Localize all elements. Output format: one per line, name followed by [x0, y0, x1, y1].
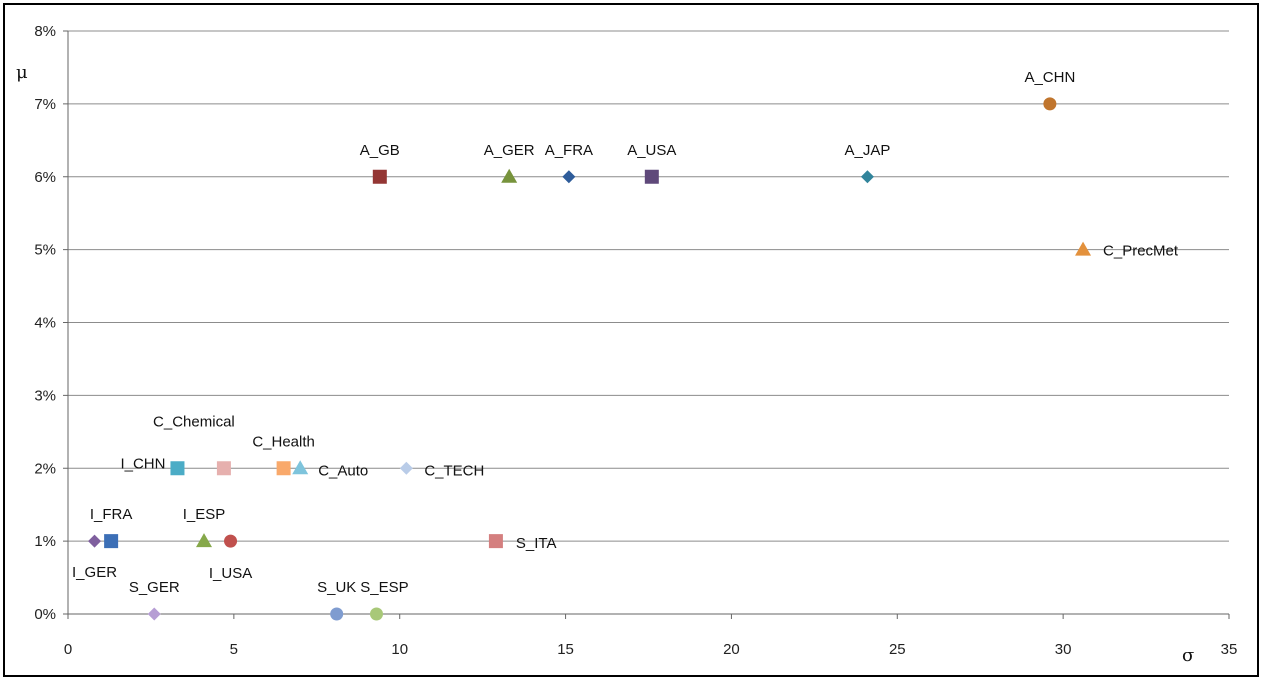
y-tick-labels: 0% 1% 2% 3% 4% 5% 6% 7% 8%	[34, 23, 56, 623]
point-i-esp	[196, 533, 213, 548]
label-c-precmet: C_PrecMet	[1103, 243, 1179, 260]
label-a-fra: A_FRA	[545, 142, 593, 159]
y-axis-title: μ	[16, 62, 28, 83]
axes	[63, 30, 1230, 619]
label-i-esp: I_ESP	[183, 506, 226, 523]
point-c-auto	[292, 460, 309, 475]
label-c-health: C_Health	[252, 433, 315, 450]
x-tick-label: 10	[391, 641, 408, 658]
point-c-tech	[399, 461, 413, 475]
label-c-chemical: C_Chemical	[153, 413, 235, 430]
point-i-chn	[170, 461, 185, 476]
label-a-ger: A_GER	[484, 142, 535, 159]
point-s-esp	[369, 607, 383, 621]
y-tick-label: 4%	[34, 315, 56, 332]
label-a-jap: A_JAP	[845, 142, 891, 159]
point-a-gb	[372, 169, 387, 184]
x-tick-label: 5	[230, 641, 238, 658]
label-a-usa: A_USA	[627, 142, 676, 159]
label-a-gb: A_GB	[360, 142, 400, 159]
label-i-ger: I_GER	[72, 564, 117, 581]
label-a-chn: A_CHN	[1024, 69, 1075, 86]
point-c-chemical	[216, 461, 231, 476]
label-s-ita: S_ITA	[516, 535, 557, 552]
x-tick-label: 35	[1221, 641, 1238, 658]
x-tick-labels: 0 5 10 15 20 25 30 35	[64, 641, 1238, 658]
point-a-usa	[644, 169, 659, 184]
x-axis-title: σ	[1182, 645, 1194, 666]
y-tick-label: 8%	[34, 23, 56, 40]
label-c-tech: C_TECH	[424, 462, 484, 479]
point-i-usa	[224, 534, 238, 548]
point-a-fra	[562, 170, 576, 184]
point-i-fra	[104, 534, 119, 549]
chart-frame	[3, 3, 1259, 677]
y-tick-label: 5%	[34, 242, 56, 259]
point-labels: A_CHN A_GB A_GER A_FRA A_USA A_JAP C_PrecMet I_…	[72, 69, 1179, 596]
point-s-ita	[488, 534, 503, 549]
x-tick-label: 15	[557, 641, 574, 658]
point-s-ger	[147, 607, 161, 621]
point-c-precmet	[1075, 241, 1092, 256]
y-tick-label: 3%	[34, 387, 56, 404]
y-tick-label: 7%	[34, 96, 56, 113]
label-c-auto: C_Auto	[318, 462, 368, 479]
point-c-health	[276, 461, 291, 476]
x-tick-label: 30	[1055, 641, 1072, 658]
x-tick-label: 20	[723, 641, 740, 658]
label-s-esp: S_ESP	[360, 579, 408, 596]
label-i-chn: I_CHN	[120, 455, 165, 472]
label-i-fra: I_FRA	[90, 506, 133, 523]
label-i-usa: I_USA	[209, 565, 252, 582]
y-tick-label: 2%	[34, 460, 56, 477]
point-a-chn	[1043, 97, 1057, 111]
x-tick-label: 25	[889, 641, 906, 658]
y-tick-label: 0%	[34, 606, 56, 623]
label-s-uk: S_UK	[317, 579, 356, 596]
point-a-ger	[501, 168, 518, 183]
data-points	[88, 97, 1092, 621]
point-a-jap	[860, 170, 874, 184]
y-tick-label: 1%	[34, 533, 56, 550]
point-i-ger	[88, 534, 102, 548]
x-tick-label: 0	[64, 641, 72, 658]
point-s-uk	[330, 607, 344, 621]
label-s-ger: S_GER	[129, 579, 180, 596]
y-tick-label: 6%	[34, 169, 56, 186]
